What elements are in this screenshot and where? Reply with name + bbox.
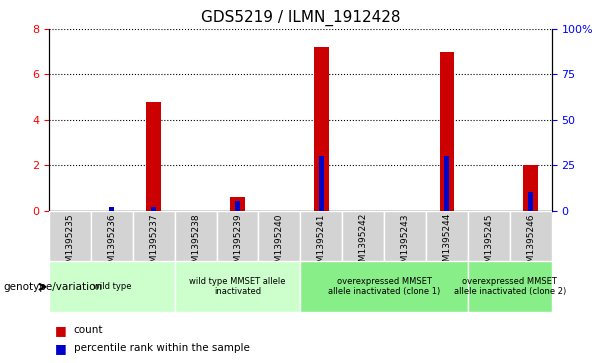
FancyBboxPatch shape <box>426 211 468 261</box>
FancyBboxPatch shape <box>468 261 552 312</box>
Bar <box>147 102 161 211</box>
FancyBboxPatch shape <box>133 211 175 261</box>
Text: GSM1395245: GSM1395245 <box>484 213 493 274</box>
Text: ■: ■ <box>55 324 67 337</box>
Text: percentile rank within the sample: percentile rank within the sample <box>74 343 249 354</box>
Text: count: count <box>74 325 103 335</box>
FancyBboxPatch shape <box>91 211 133 261</box>
Bar <box>314 47 329 211</box>
FancyBboxPatch shape <box>342 211 384 261</box>
Bar <box>151 207 156 211</box>
Text: genotype/variation: genotype/variation <box>3 282 102 292</box>
Text: GSM1395246: GSM1395246 <box>526 213 535 274</box>
Text: GSM1395236: GSM1395236 <box>107 213 116 274</box>
Bar <box>235 201 240 211</box>
Text: wild type MMSET allele
inactivated: wild type MMSET allele inactivated <box>189 277 286 297</box>
Text: overexpressed MMSET
allele inactivated (clone 2): overexpressed MMSET allele inactivated (… <box>454 277 566 297</box>
FancyBboxPatch shape <box>216 211 259 261</box>
FancyBboxPatch shape <box>49 211 91 261</box>
Text: GSM1395239: GSM1395239 <box>233 213 242 274</box>
Bar <box>230 197 245 211</box>
FancyBboxPatch shape <box>300 211 342 261</box>
Title: GDS5219 / ILMN_1912428: GDS5219 / ILMN_1912428 <box>200 10 400 26</box>
Text: GSM1395244: GSM1395244 <box>443 213 452 273</box>
FancyBboxPatch shape <box>175 211 216 261</box>
Text: GSM1395240: GSM1395240 <box>275 213 284 274</box>
Text: overexpressed MMSET
allele inactivated (clone 1): overexpressed MMSET allele inactivated (… <box>328 277 440 297</box>
Text: wild type: wild type <box>93 282 131 291</box>
FancyBboxPatch shape <box>300 261 468 312</box>
Bar <box>440 52 454 211</box>
Text: ■: ■ <box>55 342 67 355</box>
Bar <box>528 192 533 211</box>
Text: GSM1395237: GSM1395237 <box>149 213 158 274</box>
Text: GSM1395241: GSM1395241 <box>317 213 326 274</box>
FancyBboxPatch shape <box>384 211 426 261</box>
Text: GSM1395238: GSM1395238 <box>191 213 200 274</box>
Bar <box>109 207 115 211</box>
FancyBboxPatch shape <box>259 211 300 261</box>
FancyBboxPatch shape <box>510 211 552 261</box>
FancyBboxPatch shape <box>49 261 175 312</box>
Bar <box>319 156 324 211</box>
Text: GSM1395242: GSM1395242 <box>359 213 368 273</box>
Bar <box>524 165 538 211</box>
Text: GSM1395235: GSM1395235 <box>66 213 75 274</box>
Bar <box>444 156 449 211</box>
FancyBboxPatch shape <box>468 211 510 261</box>
Text: GSM1395243: GSM1395243 <box>400 213 409 274</box>
FancyBboxPatch shape <box>175 261 300 312</box>
